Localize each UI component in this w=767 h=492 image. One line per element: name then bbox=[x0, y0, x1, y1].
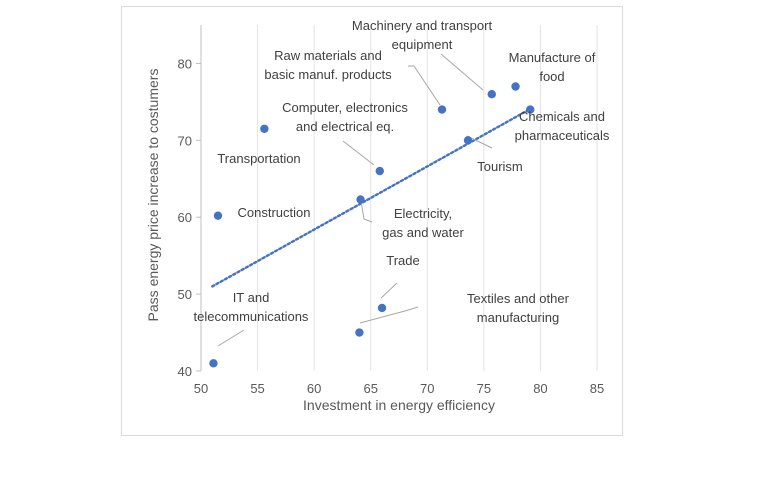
leader-line bbox=[342, 140, 375, 166]
chart-area: Machinery and transport equipment Manufact… bbox=[121, 6, 623, 436]
data-point bbox=[437, 105, 447, 114]
data-labels: Machinery and transport equipment Manufact… bbox=[194, 18, 610, 325]
x-tick-label: 50 bbox=[194, 381, 208, 396]
y-tick-label: 40 bbox=[178, 364, 192, 379]
y-tick-label: 60 bbox=[178, 210, 192, 225]
x-tick-label: 80 bbox=[533, 381, 547, 396]
data-point bbox=[377, 303, 387, 313]
data-point-label: Electricity, gas and water bbox=[382, 206, 464, 240]
data-point bbox=[511, 82, 520, 91]
linear-trendline bbox=[211, 108, 531, 288]
data-point-label: Computer, electronics and electrical eq. bbox=[282, 100, 408, 134]
x-tick-label: 75 bbox=[477, 381, 491, 396]
gridlines bbox=[196, 25, 598, 372]
data-point bbox=[209, 359, 218, 368]
x-tick-label: 85 bbox=[590, 381, 604, 396]
data-point bbox=[463, 136, 473, 145]
leader-line bbox=[440, 53, 484, 91]
data-point bbox=[355, 328, 364, 337]
leader-line bbox=[380, 282, 398, 299]
y-tick-label: 80 bbox=[178, 56, 192, 71]
data-point-label: Tourism bbox=[477, 159, 523, 174]
data-point bbox=[260, 124, 269, 133]
x-tick-label: 65 bbox=[363, 381, 377, 396]
leader-line bbox=[408, 65, 441, 106]
scatter-chart: Machinery and transport equipment Manufact… bbox=[145, 18, 610, 413]
data-point-label: Manufacture of food bbox=[509, 50, 596, 84]
y-axis-title: Pass energy price increase to costumers bbox=[145, 69, 161, 322]
data-point bbox=[213, 211, 223, 220]
x-tick-label: 55 bbox=[250, 381, 264, 396]
data-point bbox=[375, 166, 384, 176]
y-tick-label: 70 bbox=[178, 133, 192, 148]
data-point-label: Construction bbox=[238, 205, 311, 220]
data-point-label: IT and telecommunications bbox=[194, 290, 309, 324]
x-tick-label: 60 bbox=[307, 381, 321, 396]
data-point bbox=[487, 90, 496, 99]
trendline-layer bbox=[211, 108, 531, 288]
leader-line bbox=[359, 306, 419, 324]
data-point-label: Textiles and other manufacturing bbox=[467, 291, 570, 325]
data-point-label: Chemicals and pharmaceuticals bbox=[515, 109, 610, 143]
data-point bbox=[526, 105, 535, 114]
y-tick-label: 50 bbox=[178, 287, 192, 302]
x-axis-title: Investment in energy efficiency bbox=[303, 397, 495, 413]
data-point-label: Machinery and transport equipment bbox=[352, 18, 493, 52]
data-points bbox=[209, 82, 535, 368]
data-point-label: Transportation bbox=[217, 151, 300, 166]
data-point bbox=[356, 195, 365, 204]
data-point-label: Raw materials and basic manuf. products bbox=[264, 48, 392, 82]
data-point-label: Trade bbox=[386, 253, 419, 268]
leader-line bbox=[217, 329, 245, 347]
x-tick-label: 70 bbox=[420, 381, 434, 396]
